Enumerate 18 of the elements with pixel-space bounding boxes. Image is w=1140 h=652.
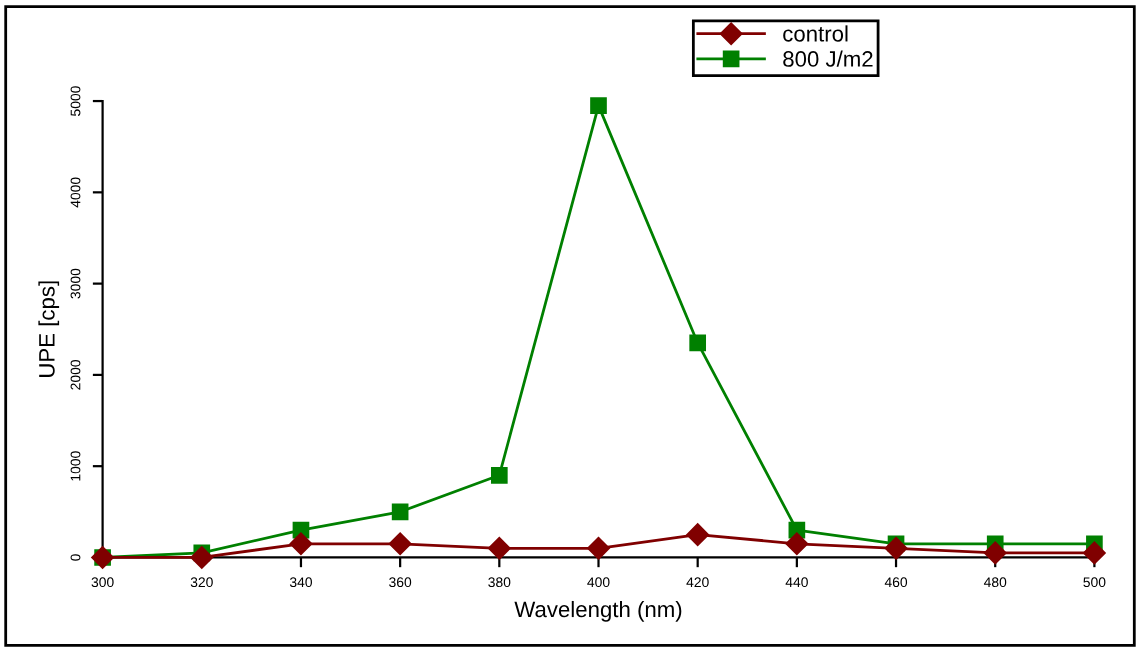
point <box>1083 541 1106 565</box>
point <box>391 503 409 521</box>
point <box>488 537 511 560</box>
point <box>490 466 508 484</box>
legend-label: control <box>783 25 848 42</box>
point <box>190 546 213 569</box>
point <box>289 532 313 555</box>
legend-label: 800 J/m2 <box>783 50 873 67</box>
point <box>686 523 709 546</box>
point <box>587 537 610 560</box>
point <box>984 541 1007 565</box>
x-axis-title: Wavelength (nm) <box>514 600 682 622</box>
point <box>689 334 707 352</box>
point <box>590 97 607 114</box>
point <box>785 532 809 555</box>
point <box>388 532 412 555</box>
y-axis-title: UPE [cps] <box>38 281 60 377</box>
point <box>884 537 908 560</box>
